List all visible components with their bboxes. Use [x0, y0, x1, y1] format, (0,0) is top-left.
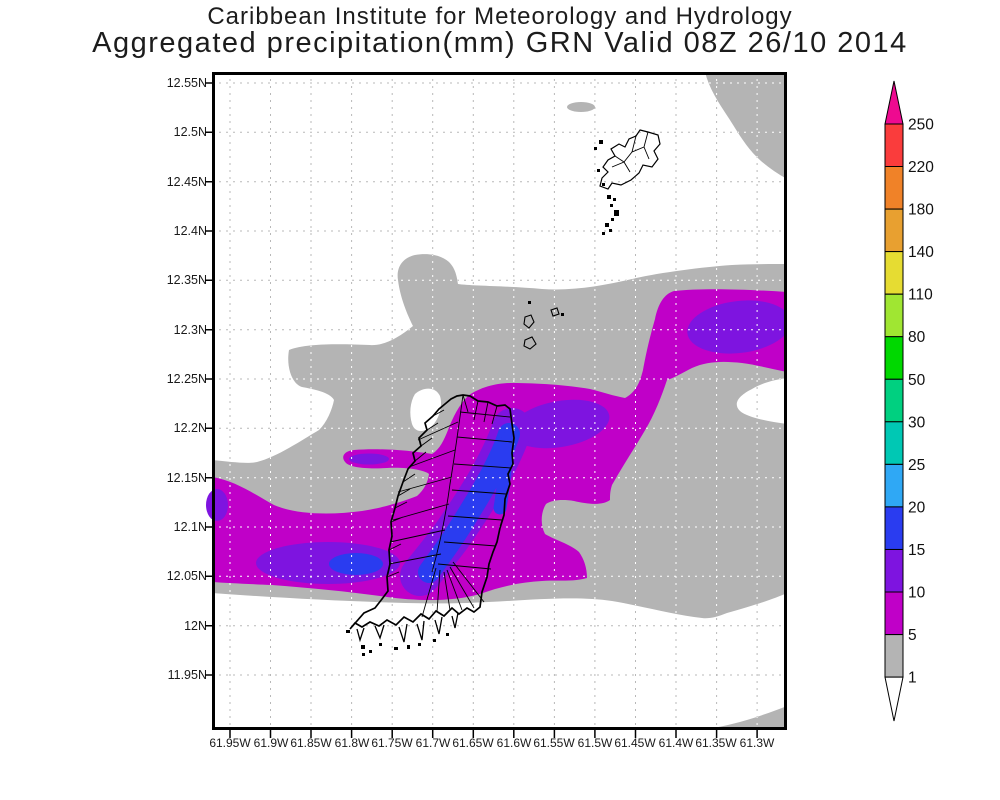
colorbar-label: 80: [908, 329, 926, 346]
colorbar-label: 110: [908, 287, 933, 304]
colorbar-segment: [884, 123, 904, 168]
colorbar-segment: [884, 166, 904, 210]
lat-tick-label: 12.45N: [166, 175, 207, 189]
colorbar-segment: [884, 336, 904, 380]
colorbar-label: 20: [908, 499, 926, 516]
dry-pocket: [410, 388, 442, 432]
lon-tick-label: 61.45W: [614, 736, 656, 750]
colorbar-segment: [884, 378, 904, 423]
colorbar-segment: [884, 293, 904, 338]
lat-tick-label: 12.05N: [166, 569, 207, 583]
colorbar-segment: [884, 549, 904, 593]
figure-title-institution: Caribbean Institute for Meteorology and …: [207, 3, 793, 30]
colorbar-segment: [884, 251, 904, 295]
colorbar-label: 220: [908, 159, 934, 176]
map-frame: [205, 72, 787, 738]
lon-tick-label: 61.3W: [739, 736, 775, 750]
colorbar-label: 180: [908, 202, 934, 219]
lon-tick-label: 61.9W: [253, 736, 289, 750]
lon-tick-label: 61.75W: [371, 736, 413, 750]
colorbar-label: 10: [908, 585, 926, 602]
colorbar-segment: [884, 506, 904, 550]
shade-region: [567, 102, 595, 112]
axis-ticks: [205, 82, 758, 738]
shade-region: [705, 72, 787, 179]
lon-tick-label: 61.8W: [334, 736, 370, 750]
lat-tick-label: 12.55N: [166, 76, 207, 90]
shade-region: [687, 706, 787, 730]
colorbar-segment: [884, 591, 904, 636]
lon-tick-label: 61.4W: [658, 736, 694, 750]
colorbar-label: 250: [908, 117, 934, 134]
lat-tick-label: 12.1N: [173, 520, 207, 534]
lat-tick-label: 12.5N: [173, 125, 207, 139]
grenada-coastline: [346, 394, 515, 656]
colorbar-segment: [884, 421, 904, 465]
colorbar-segment: [884, 634, 904, 678]
ronde-islands: [523, 301, 564, 350]
lon-tick-label: 61.95W: [209, 736, 251, 750]
lon-tick-label: 61.55W: [533, 736, 575, 750]
lat-tick-label: 12.4N: [173, 224, 207, 238]
lat-tick-label: 12.2N: [173, 421, 207, 435]
lon-tick-label: 61.5W: [577, 736, 613, 750]
colorbar-label: 30: [908, 414, 926, 431]
carriacou-islands: [594, 129, 661, 235]
colorbar-label: 15: [908, 542, 925, 559]
lat-tick-label: 12.35N: [166, 273, 207, 287]
colorbar-label: 25: [908, 457, 925, 474]
colorbar-label: 5: [908, 627, 917, 644]
colorbar-label: 140: [908, 244, 934, 261]
figure-title-variable: Aggregated precipitation(mm) GRN Valid 0…: [92, 27, 908, 59]
colorbar-label: 1: [908, 670, 917, 687]
lat-tick-label: 12.25N: [166, 372, 207, 386]
lat-tick-label: 12.15N: [166, 471, 207, 485]
parish-boundaries: [386, 394, 513, 618]
colorbar-labels: 250 220 180 140 110 80 50 30 25 20 15 10…: [908, 117, 934, 687]
lat-tick-label: 12.3N: [173, 323, 207, 337]
south-islets: [346, 630, 449, 656]
shade-15-20mm: [329, 423, 520, 583]
lon-tick-label: 61.85W: [290, 736, 332, 750]
colorbar-label: 50: [908, 372, 926, 389]
lat-tick-label: 11.95N: [167, 668, 207, 682]
lon-tick-label: 61.35W: [695, 736, 737, 750]
shade-1-5mm: [212, 72, 787, 730]
colorbar-above-max-arrow: [884, 80, 904, 125]
precipitation-colorbar: 250 220 180 140 110 80 50 30 25 20 15 10…: [884, 80, 934, 722]
lon-tick-label: 61.65W: [452, 736, 494, 750]
colorbar-below-min-arrow: [884, 676, 904, 722]
lon-tick-label: 61.7W: [415, 736, 451, 750]
colorbar-segment: [884, 208, 904, 253]
precipitation-map: [205, 72, 787, 738]
lon-tick-label: 61.6W: [496, 736, 532, 750]
colorbar-segment: [884, 463, 904, 508]
lat-tick-label: 12N: [184, 619, 207, 633]
